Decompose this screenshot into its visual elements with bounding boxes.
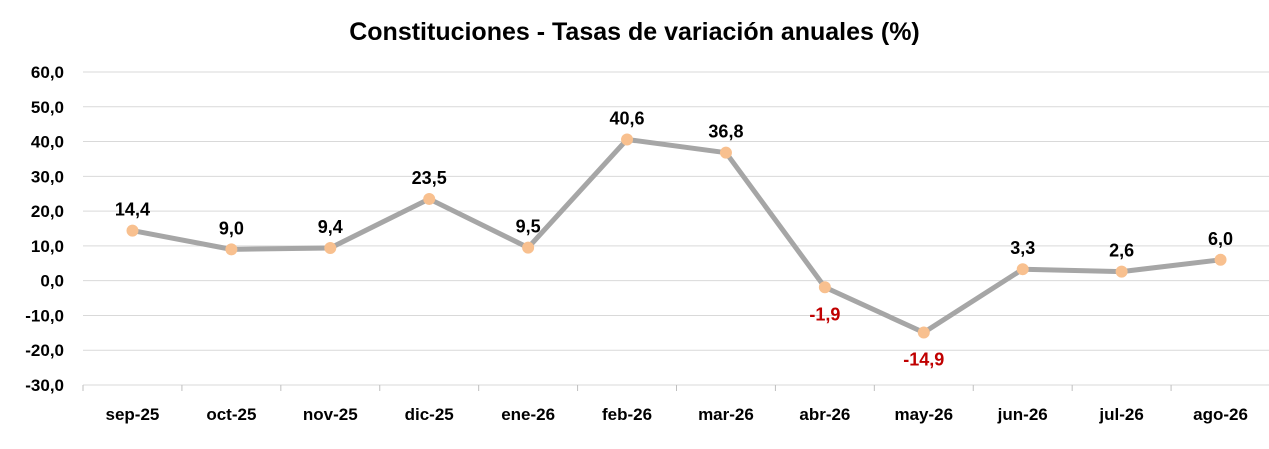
y-tick-label: 0,0: [40, 272, 64, 291]
chart-title: Constituciones - Tasas de variación anua…: [349, 18, 920, 46]
y-tick-label: 20,0: [31, 202, 64, 221]
x-tick-label: abr-26: [799, 405, 850, 424]
data-label: 23,5: [412, 168, 447, 188]
data-point: [1115, 265, 1128, 278]
data-point: [423, 192, 436, 205]
y-tick-label: 30,0: [31, 167, 64, 186]
y-tick-label: -10,0: [25, 306, 64, 325]
data-label: 36,8: [708, 122, 743, 142]
y-tick-label: 40,0: [31, 133, 64, 152]
series-line: [129, 136, 1224, 335]
data-point: [818, 281, 831, 294]
data-point: [621, 133, 634, 146]
data-label: 3,3: [1010, 238, 1035, 258]
x-tick-label: sep-25: [106, 405, 160, 424]
data-label: 2,6: [1109, 241, 1134, 261]
x-tick-label: jun-26: [997, 405, 1048, 424]
x-tick-label: nov-25: [303, 405, 358, 424]
y-tick-label: -30,0: [25, 376, 64, 395]
data-point: [1016, 263, 1029, 276]
data-label: 40,6: [610, 108, 645, 128]
x-tick-label: oct-25: [206, 405, 256, 424]
x-tick-label: feb-26: [602, 405, 652, 424]
data-label: -14,9: [903, 349, 944, 369]
y-tick-label: 10,0: [31, 237, 64, 256]
data-label: 9,0: [219, 218, 244, 238]
x-tick-label: mar-26: [698, 405, 754, 424]
x-tick-label: dic-25: [405, 405, 454, 424]
data-label: 9,5: [516, 217, 541, 237]
x-tick-label: may-26: [894, 405, 953, 424]
x-tick-label: jul-26: [1098, 405, 1143, 424]
data-point: [917, 326, 930, 339]
y-tick-label: -20,0: [25, 341, 64, 360]
x-tick-label: ago-26: [1193, 405, 1248, 424]
x-tick-label: ene-26: [501, 405, 555, 424]
data-point: [324, 241, 337, 254]
data-point: [1214, 253, 1227, 266]
data-label: -1,9: [809, 304, 840, 324]
data-point: [719, 146, 732, 159]
y-tick-label: 50,0: [31, 98, 64, 117]
data-point: [522, 241, 535, 254]
y-tick-label: 60,0: [31, 63, 64, 82]
data-point: [126, 224, 139, 237]
data-label: 9,4: [318, 217, 343, 237]
data-point: [225, 243, 238, 256]
data-label: 14,4: [115, 200, 150, 220]
data-label: 6,0: [1208, 229, 1233, 249]
